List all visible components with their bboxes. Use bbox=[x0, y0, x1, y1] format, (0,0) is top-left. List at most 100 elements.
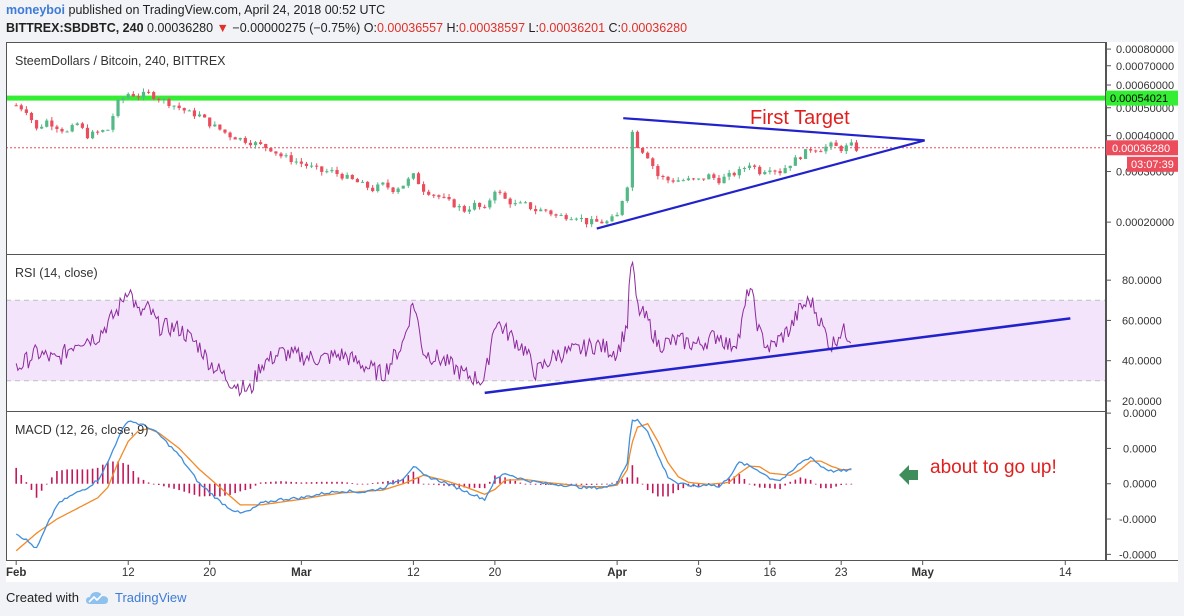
histogram-bar bbox=[820, 483, 822, 489]
candle bbox=[778, 171, 782, 174]
candle bbox=[656, 165, 660, 177]
histogram-bar bbox=[432, 483, 435, 485]
histogram-bar bbox=[219, 483, 221, 497]
candle bbox=[197, 114, 202, 117]
histogram-bar bbox=[173, 483, 175, 489]
histogram-bar bbox=[193, 483, 196, 495]
histogram-bar bbox=[621, 479, 624, 484]
histogram-bar bbox=[524, 483, 527, 485]
author-link[interactable]: moneyboi bbox=[6, 3, 66, 17]
chart-svg[interactable]: 0.00080000 0.00070000 0.00060000 0.00050000… bbox=[6, 42, 1178, 582]
candle bbox=[472, 202, 477, 210]
candle bbox=[539, 209, 543, 212]
candle bbox=[646, 152, 650, 159]
candle bbox=[391, 187, 395, 193]
candle bbox=[844, 145, 848, 152]
candle bbox=[320, 166, 324, 172]
candle bbox=[223, 129, 227, 133]
candle bbox=[798, 157, 803, 159]
histogram-bar bbox=[183, 483, 186, 492]
candle bbox=[365, 181, 370, 188]
histogram-bar bbox=[382, 481, 384, 484]
x-tick-label: 20 bbox=[203, 567, 216, 579]
histogram-bar bbox=[814, 483, 817, 485]
candle bbox=[605, 221, 609, 224]
histogram-bar bbox=[81, 469, 84, 484]
histogram-bar bbox=[514, 480, 517, 484]
candle bbox=[620, 200, 624, 215]
triangle-upper-trendline[interactable] bbox=[623, 117, 925, 142]
candle bbox=[14, 105, 18, 107]
candle bbox=[131, 93, 135, 97]
candle bbox=[274, 151, 278, 154]
macd-line bbox=[15, 418, 852, 549]
candle bbox=[157, 98, 161, 100]
published-text: published on TradingView.com, April 24, … bbox=[68, 3, 386, 17]
tradingview-link[interactable]: TradingView bbox=[85, 590, 187, 605]
histogram-bar bbox=[483, 483, 486, 489]
y-tick-label: 0.0000 bbox=[1123, 443, 1157, 455]
histogram-bar bbox=[147, 482, 150, 484]
candle bbox=[707, 174, 711, 180]
rsi-band bbox=[6, 300, 1106, 381]
histogram-bar bbox=[402, 478, 405, 484]
rsi-trendline[interactable] bbox=[484, 317, 1071, 395]
close-value: 0.00036280 bbox=[621, 21, 688, 35]
candle bbox=[40, 126, 44, 129]
histogram-bar bbox=[595, 483, 598, 485]
candle bbox=[208, 117, 212, 127]
histogram-bar bbox=[606, 483, 608, 485]
histogram-bar bbox=[677, 483, 680, 491]
histogram-bar bbox=[646, 483, 649, 491]
histogram-bar bbox=[315, 481, 318, 484]
histogram-bar bbox=[249, 483, 252, 489]
candle bbox=[513, 203, 517, 205]
countdown-tag-text: 03:07:39 bbox=[1131, 159, 1174, 171]
histogram-bar bbox=[290, 481, 292, 484]
histogram-bar bbox=[264, 482, 267, 484]
histogram-bar bbox=[407, 475, 410, 484]
histogram-bar bbox=[203, 483, 206, 497]
histogram-bar bbox=[229, 483, 231, 495]
candle bbox=[162, 99, 166, 101]
candle bbox=[681, 180, 685, 182]
histogram-bar bbox=[850, 483, 853, 485]
histogram-bar bbox=[132, 471, 135, 484]
candle bbox=[75, 123, 79, 126]
histogram-bar bbox=[320, 481, 323, 484]
candle bbox=[483, 206, 487, 208]
countdown-tag bbox=[1127, 156, 1178, 172]
candle bbox=[381, 182, 385, 185]
candle bbox=[187, 110, 191, 112]
x-tick-label: 12 bbox=[122, 567, 135, 579]
candle bbox=[386, 182, 390, 188]
candle bbox=[696, 178, 701, 180]
histogram-bar bbox=[651, 483, 654, 494]
left-arrow-icon[interactable] bbox=[899, 465, 918, 485]
histogram-bar bbox=[208, 483, 211, 497]
candle bbox=[635, 131, 640, 148]
histogram-bar bbox=[163, 483, 165, 487]
x-tick-label: 20 bbox=[488, 567, 501, 579]
triangle-lower-trendline[interactable] bbox=[596, 139, 925, 230]
x-tick-label: 14 bbox=[1059, 567, 1072, 579]
histogram-bar bbox=[168, 483, 170, 488]
histogram-bar bbox=[478, 483, 481, 489]
histogram-bar bbox=[769, 483, 771, 489]
chart-area[interactable]: 0.00080000 0.00070000 0.00060000 0.00050000… bbox=[6, 42, 1178, 582]
macd-pane-title: MACD (12, 26, close, 9) bbox=[15, 423, 148, 437]
histogram-bar bbox=[636, 477, 639, 484]
histogram-bar bbox=[412, 471, 415, 484]
histogram-bar bbox=[234, 483, 236, 494]
candle bbox=[452, 199, 456, 208]
histogram-bar bbox=[366, 483, 369, 485]
candle bbox=[600, 221, 604, 224]
histogram-bar bbox=[275, 481, 277, 484]
candle bbox=[335, 169, 339, 174]
first-target-annotation: First Target bbox=[750, 107, 850, 129]
histogram-bar bbox=[270, 481, 272, 484]
candle bbox=[590, 219, 594, 225]
candles bbox=[14, 88, 859, 228]
candle bbox=[544, 209, 548, 211]
candle bbox=[203, 114, 207, 118]
